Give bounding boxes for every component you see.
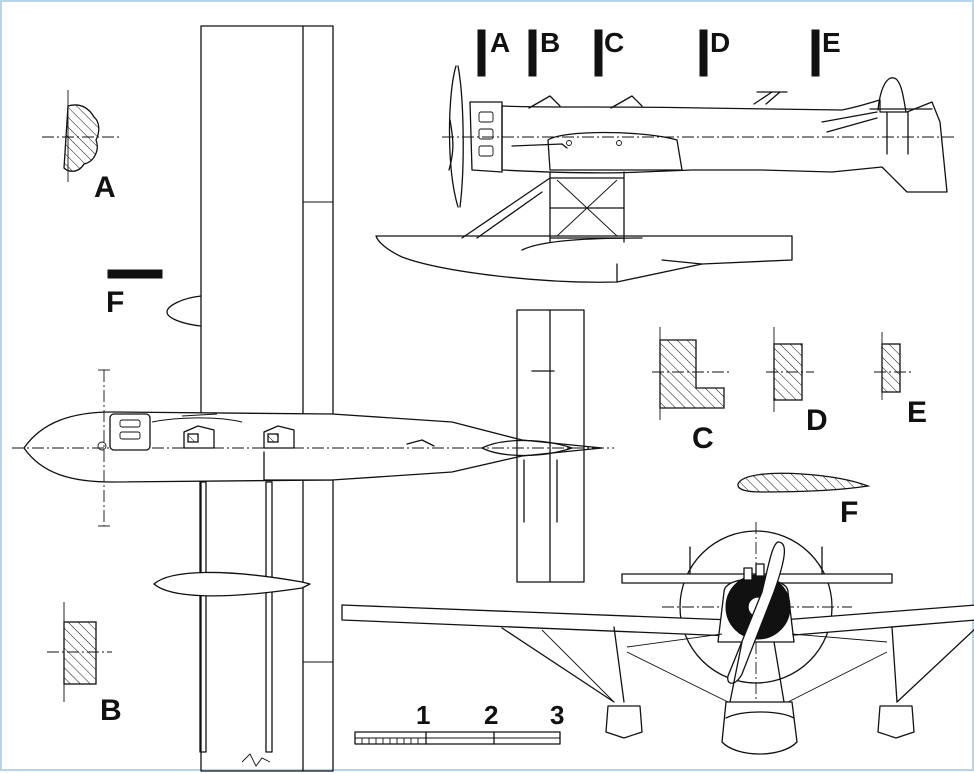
section-label-f: F <box>840 496 858 529</box>
scale-tick-2: 2 <box>484 700 498 730</box>
scale-tick-3: 3 <box>550 700 564 730</box>
front-right-float <box>877 705 915 739</box>
section-label-f-top: F <box>106 286 124 319</box>
plan-view <box>12 25 614 772</box>
side-fairing <box>547 131 683 171</box>
side-view: A B C D E <box>375 27 957 283</box>
station-mark-a: A <box>477 27 510 77</box>
station-mark-b: B <box>528 27 560 77</box>
section-f: F <box>737 472 871 529</box>
plan-cowl-lines <box>151 413 243 423</box>
plan-wingtip-float <box>153 571 311 597</box>
station-label-d: D <box>710 27 730 58</box>
section-d: D <box>766 327 828 437</box>
section-label-c: C <box>692 422 714 455</box>
plan-tail-fairing <box>481 439 573 457</box>
station-mark-e: E <box>811 27 841 77</box>
side-windscreen-1 <box>528 95 561 109</box>
side-float <box>375 235 793 283</box>
side-propeller <box>448 65 464 208</box>
section-label-d: D <box>806 404 828 437</box>
station-label-c: C <box>604 27 624 58</box>
section-label-e: E <box>907 396 927 429</box>
station-mark-d: D <box>699 27 730 77</box>
plan-cabane <box>406 439 435 447</box>
plan-cockpit-1 <box>183 425 215 449</box>
section-b: B <box>47 602 122 727</box>
plan-float-struts <box>199 481 273 753</box>
side-exhaust <box>511 143 568 149</box>
scale-bar: 1 2 3 <box>354 700 564 745</box>
side-float-struts <box>461 171 625 243</box>
plan-fairing-top <box>166 295 202 327</box>
station-label-a: A <box>490 27 510 58</box>
station-mark-c: C <box>594 27 624 77</box>
plan-wing <box>200 25 334 772</box>
front-propeller-blade <box>727 541 785 684</box>
section-a: A <box>42 90 122 204</box>
front-wing <box>341 604 733 637</box>
station-label-b: B <box>540 27 560 58</box>
plan-tail-struts <box>523 459 558 523</box>
section-f-mark: F <box>106 269 163 319</box>
section-e: E <box>874 332 927 429</box>
side-cabane <box>753 91 788 105</box>
side-spinner <box>448 119 454 171</box>
plan-float-edge <box>263 451 333 481</box>
scale-tick-1: 1 <box>416 700 430 730</box>
side-engine <box>469 101 503 173</box>
side-fin <box>877 77 907 113</box>
side-struts-tail <box>886 111 909 155</box>
front-main-float <box>721 701 798 755</box>
section-label-b: B <box>100 694 122 727</box>
plan-tailplane <box>516 309 585 583</box>
front-view <box>341 522 974 755</box>
station-label-e: E <box>822 27 841 58</box>
section-c: C <box>652 327 732 455</box>
plan-cockpit-2 <box>263 425 295 449</box>
side-windscreen-2 <box>610 95 643 109</box>
front-struts <box>501 626 974 703</box>
side-tail-wires <box>821 111 878 133</box>
plan-break-mark <box>241 753 271 767</box>
side-float-step <box>521 237 703 283</box>
section-label-a: A <box>94 171 116 204</box>
front-left-float <box>605 705 643 739</box>
